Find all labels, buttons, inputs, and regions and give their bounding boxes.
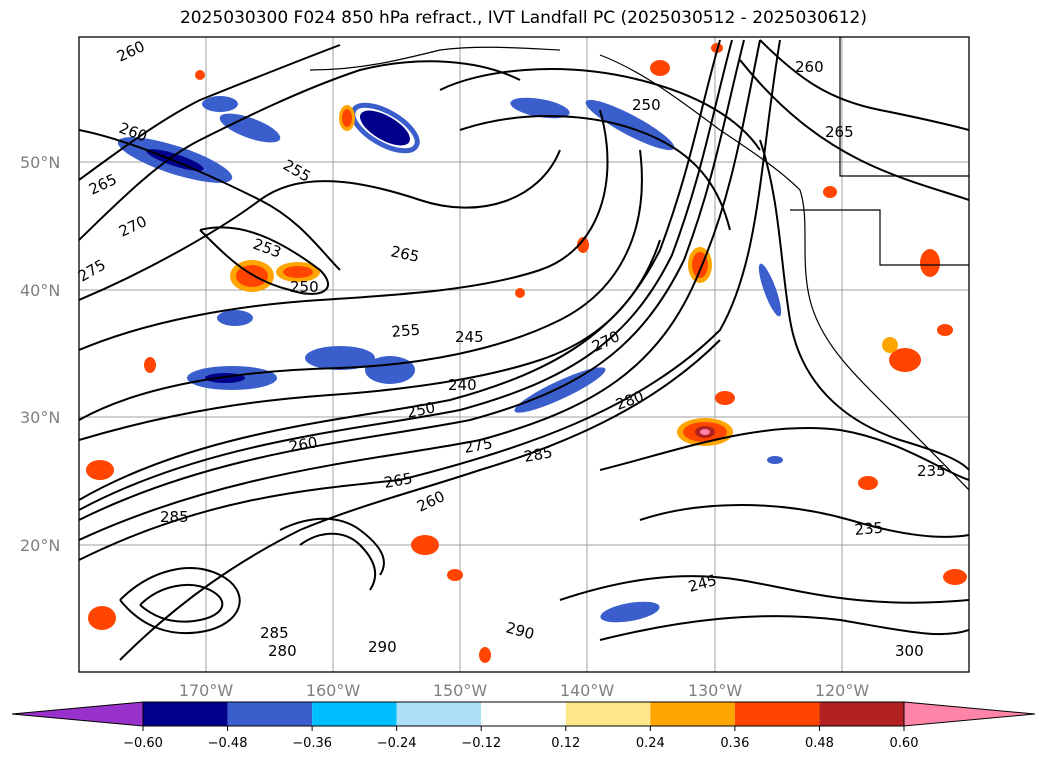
contour-label: 255 [391,321,421,341]
coastline [309,37,969,491]
lon-label-140w: 140°W [560,681,615,700]
contour-label: 290 [368,638,397,656]
contour-label: 265 [389,242,421,266]
colorbar-tick-label: −0.48 [208,736,248,751]
lon-label-130w: 130°W [688,681,743,700]
colorbar-extend-left [11,701,144,727]
lat-label-50: 50°N [20,153,60,172]
contour-label: 250 [290,278,319,296]
map-frame [78,36,970,673]
lon-label-160w: 160°W [306,681,361,700]
contour-label: 245 [455,328,484,346]
colorbar-segment [227,702,313,726]
colorbar-segment [565,702,651,726]
map-content [79,37,969,672]
contour-label: 235 [854,519,884,539]
contour-label: 240 [448,376,477,394]
colorbar-segment [650,702,735,726]
lat-label-30: 30°N [20,408,60,427]
contour-label: 235 [917,462,946,480]
colorbar-segments [142,701,905,727]
contour-label: 275 [463,434,494,457]
lon-label-150w: 150°W [433,681,488,700]
contour-labels: 260 260 260 250 265 255 265 270 253 265 … [75,37,946,660]
colorbar-segment [143,702,228,726]
colorbar-tick-label: 0.48 [805,736,834,751]
contour-label: 250 [405,398,437,422]
colorbar-segment [396,702,482,726]
contour-label: 280 [268,642,297,660]
colorbar-segment [734,702,820,726]
lat-label-20: 20°N [20,536,60,555]
contour-label: 265 [825,123,854,141]
colorbar-tick-label: 0.36 [720,736,749,751]
map-background [79,37,969,672]
colorbar-segment [481,702,566,726]
contour-label: 285 [160,508,189,526]
colorbar-tick-label: 0.12 [551,736,580,751]
lon-label-120w: 120°W [815,681,870,700]
colorbar-tick-label: 0.60 [890,736,919,751]
contour-label: 260 [288,433,319,456]
colorbar-extend-right [903,701,1036,727]
colorbar-tick-label: 0.24 [636,736,665,751]
colorbar-tick-label: −0.36 [292,736,332,751]
lon-labels: 170°W 160°W 150°W 140°W 130°W 120°W [179,681,870,700]
colorbar-segment [819,702,904,726]
contour-label: 285 [260,624,289,642]
lon-label-170w: 170°W [179,681,234,700]
lat-label-40: 40°N [20,281,60,300]
colorbar: −0.60 −0.48 −0.36 −0.24 −0.12 0.12 0.24 0.36 0.4… [11,701,1036,751]
colorbar-segment [312,702,397,726]
colorbar-tick-label: −0.12 [461,736,501,751]
colorbar-ticks: −0.60 −0.48 −0.36 −0.24 −0.12 0.12 0.24 0.36 0.4… [123,726,918,751]
contour-label: 300 [895,642,924,660]
plot-title: 2025030300 F024 850 hPa refract., IVT La… [179,8,867,28]
contour-label: 250 [632,96,661,114]
lat-labels: 50°N 40°N 30°N 20°N [20,153,60,555]
colorbar-tick-label: −0.24 [377,736,417,751]
colorbar-tick-label: −0.60 [123,736,163,751]
contour-label: 285 [523,443,554,466]
contour-label: 260 [795,58,824,76]
ivt-contours [79,39,969,661]
contour-label: 265 [383,469,414,492]
